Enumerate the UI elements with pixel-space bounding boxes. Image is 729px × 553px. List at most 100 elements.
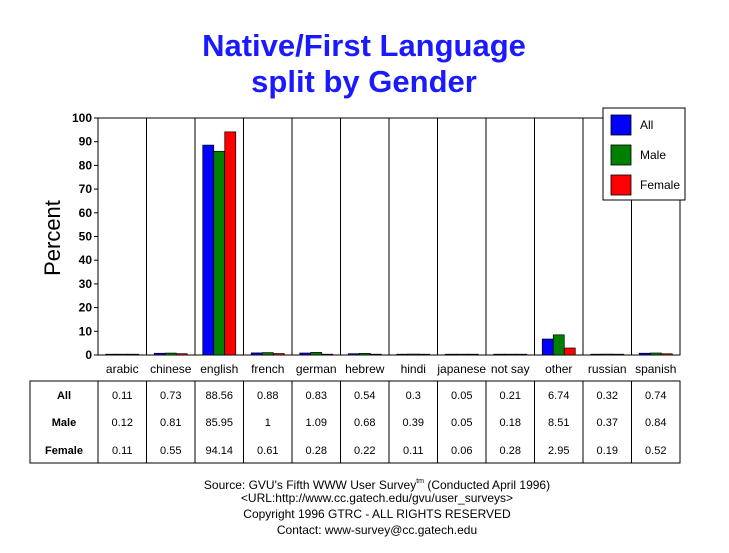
table-cell: 0.11	[112, 390, 133, 402]
bar-female-japanese	[466, 353, 479, 356]
category-label: russian	[588, 362, 627, 376]
table-cell: 0.11	[403, 445, 424, 457]
table-cell: 0.05	[451, 390, 472, 402]
bar-female-russian	[612, 353, 625, 356]
bar-female-english	[224, 131, 237, 356]
table-cell: 0.37	[597, 417, 618, 429]
plot-area	[97, 117, 681, 356]
bar-male-german	[310, 352, 323, 356]
category-label: english	[200, 362, 238, 376]
table-cell: 0.73	[160, 390, 181, 402]
category-label: arabic	[106, 362, 139, 376]
category-label: japanese	[436, 362, 486, 376]
bar-female-other	[563, 347, 576, 356]
category-label: not say	[491, 362, 530, 376]
table-cell: 0.61	[257, 445, 278, 457]
category-labels: arabic chinese english french german hebrew hi…	[106, 362, 677, 376]
category-label: french	[251, 362, 284, 376]
bar-female-arabic	[127, 353, 140, 356]
y-tick-label: 50	[79, 230, 93, 244]
bar-male-not-say	[504, 353, 517, 356]
footer-source-sup: tm	[416, 478, 424, 485]
y-axis-label: Percent	[40, 200, 65, 276]
bar-male-hebrew	[358, 353, 371, 356]
y-tick-label: 10	[79, 324, 93, 338]
bars	[105, 131, 673, 356]
bar-all-arabic	[105, 353, 118, 356]
bar-all-not-say	[493, 353, 506, 356]
table-cell: 1.09	[306, 417, 327, 429]
y-tick-label: 80	[79, 158, 93, 172]
legend-label-male: Male	[640, 148, 666, 162]
legend-swatch-female	[610, 174, 632, 196]
table-cell: 85.95	[205, 417, 233, 429]
bar-female-spanish	[660, 353, 673, 356]
table-cell: 0.55	[160, 445, 181, 457]
table-cell: 0.12	[112, 417, 133, 429]
table-row-label: All	[57, 390, 71, 402]
footer-source-suffix: (Conducted April 1996)	[424, 478, 550, 492]
table-cell: 0.21	[500, 390, 521, 402]
y-tick-label: 30	[79, 277, 93, 291]
bar-all-hindi	[396, 353, 409, 356]
bar-female-chinese	[175, 353, 188, 356]
table-cell: 0.28	[500, 445, 521, 457]
legend-swatch-all	[610, 114, 632, 136]
table-cell: 88.56	[205, 390, 233, 402]
table-cell: 8.51	[548, 417, 569, 429]
table-cell: 0.19	[597, 445, 618, 457]
y-tick-label: 70	[79, 182, 93, 196]
table-cell: 0.81	[160, 417, 181, 429]
category-label: chinese	[150, 362, 192, 376]
table-cell: 0.52	[645, 445, 666, 457]
bar-all-spanish	[638, 352, 651, 356]
table-frame	[29, 380, 681, 464]
y-tick-label: 0	[85, 348, 92, 362]
category-label: spanish	[635, 362, 676, 376]
y-tick-label: 90	[79, 135, 93, 149]
bar-all-hebrew	[347, 353, 360, 356]
bar-male-arabic	[116, 353, 129, 356]
table-cell: 0.06	[451, 445, 472, 457]
legend-label-female: Female	[640, 178, 680, 192]
table-cell: 0.83	[306, 390, 327, 402]
legend-swatch-male	[610, 144, 632, 166]
footer-url: <URL:http://www.cc.gatech.edu/gvu/user_s…	[241, 491, 513, 505]
y-axis-ticks: 0 10 20 30 40 50 60 70 80 90 100	[72, 111, 98, 362]
y-tick-label: 60	[79, 206, 93, 220]
bar-all-japanese	[444, 353, 457, 356]
table-cell: 0.54	[354, 390, 375, 402]
bar-all-other	[541, 338, 554, 356]
bar-male-english	[213, 150, 226, 356]
category-label: other	[545, 362, 572, 376]
table-cell: 2.95	[548, 445, 569, 457]
category-label: german	[296, 362, 337, 376]
bar-all-chinese	[153, 352, 166, 356]
y-tick-label: 100	[72, 111, 92, 125]
footer-source: Source: GVU's Fifth WWW User Surveytm (C…	[204, 478, 550, 492]
bar-female-french	[272, 353, 285, 356]
bar-female-hindi	[418, 353, 431, 356]
bar-male-french	[261, 352, 274, 356]
bar-male-chinese	[164, 352, 177, 356]
chart-title-line-2: split by Gender	[251, 64, 477, 99]
bar-male-russian	[601, 353, 614, 356]
table-cell: 94.14	[205, 445, 233, 457]
footer-source-prefix: Source: GVU's Fifth WWW User Survey	[204, 478, 416, 492]
bar-male-spanish	[649, 352, 662, 356]
legend: All Male Female	[602, 107, 686, 201]
table-cell: 0.32	[597, 390, 618, 402]
bar-female-not-say	[515, 353, 528, 356]
table-row-label: Male	[52, 417, 76, 429]
bar-all-french	[250, 352, 263, 356]
footer-copyright: Copyright 1996 GTRC - ALL RIGHTS RESERVE…	[243, 507, 511, 521]
bar-female-german	[321, 353, 334, 356]
data-table: All 0.11 0.73 88.56 0.88 0.83 0.54 0.3 0.05 0.21 6…	[29, 380, 681, 464]
bar-female-hebrew	[369, 353, 382, 356]
bar-all-russian	[590, 353, 603, 356]
bar-all-german	[299, 352, 312, 356]
bar-male-hindi	[407, 353, 420, 356]
table-cell: 0.28	[306, 445, 327, 457]
chart-title-line-1: Native/First Language	[202, 28, 526, 63]
footer: Source: GVU's Fifth WWW User Surveytm (C…	[204, 478, 550, 537]
